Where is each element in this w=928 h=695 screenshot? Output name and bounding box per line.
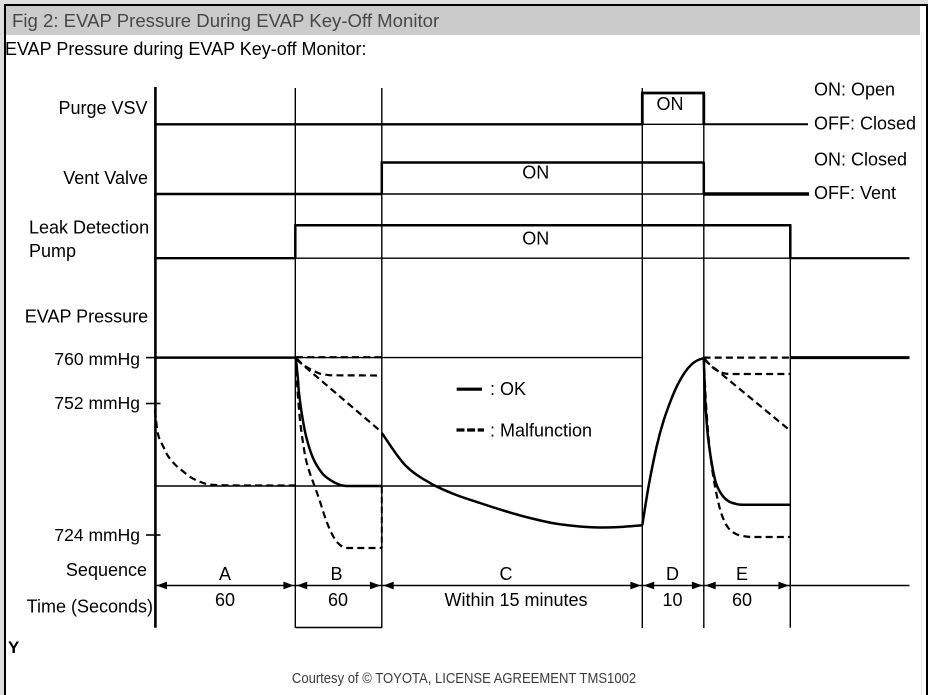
svg-text:A: A <box>219 564 231 584</box>
svg-text:Time (Seconds): Time (Seconds) <box>27 596 153 616</box>
svg-text:60: 60 <box>215 590 235 610</box>
svg-text:C: C <box>500 564 513 584</box>
svg-text:B: B <box>330 564 342 584</box>
svg-text:ON: ON <box>522 229 549 249</box>
svg-text:10: 10 <box>662 590 682 610</box>
svg-text:EVAP Pressure: EVAP Pressure <box>25 307 148 327</box>
svg-text:OFF: Vent: OFF: Vent <box>814 183 896 203</box>
svg-text:Leak Detection: Leak Detection <box>29 217 149 237</box>
svg-text:760 mmHg: 760 mmHg <box>54 349 140 369</box>
svg-text:Sequence: Sequence <box>66 560 147 580</box>
svg-text:: OK: : OK <box>490 379 526 399</box>
svg-text:: Malfunction: : Malfunction <box>490 420 592 440</box>
svg-text:ON: ON <box>657 94 684 114</box>
svg-text:D: D <box>666 564 679 584</box>
svg-text:Pump: Pump <box>29 241 76 261</box>
svg-text:60: 60 <box>732 590 752 610</box>
svg-text:E: E <box>736 564 748 584</box>
svg-text:724 mmHg: 724 mmHg <box>54 525 140 545</box>
svg-text:ON: ON <box>522 163 549 183</box>
svg-text:OFF: Closed: OFF: Closed <box>814 113 916 133</box>
svg-text:752 mmHg: 752 mmHg <box>54 393 140 413</box>
svg-text:ON: Closed: ON: Closed <box>814 149 907 169</box>
svg-text:Purge VSV: Purge VSV <box>58 98 147 118</box>
svg-text:Within 15 minutes: Within 15 minutes <box>444 590 587 610</box>
svg-text:60: 60 <box>328 590 348 610</box>
svg-text:ON: Open: ON: Open <box>814 80 895 100</box>
svg-text:Vent Valve: Vent Valve <box>63 168 148 188</box>
